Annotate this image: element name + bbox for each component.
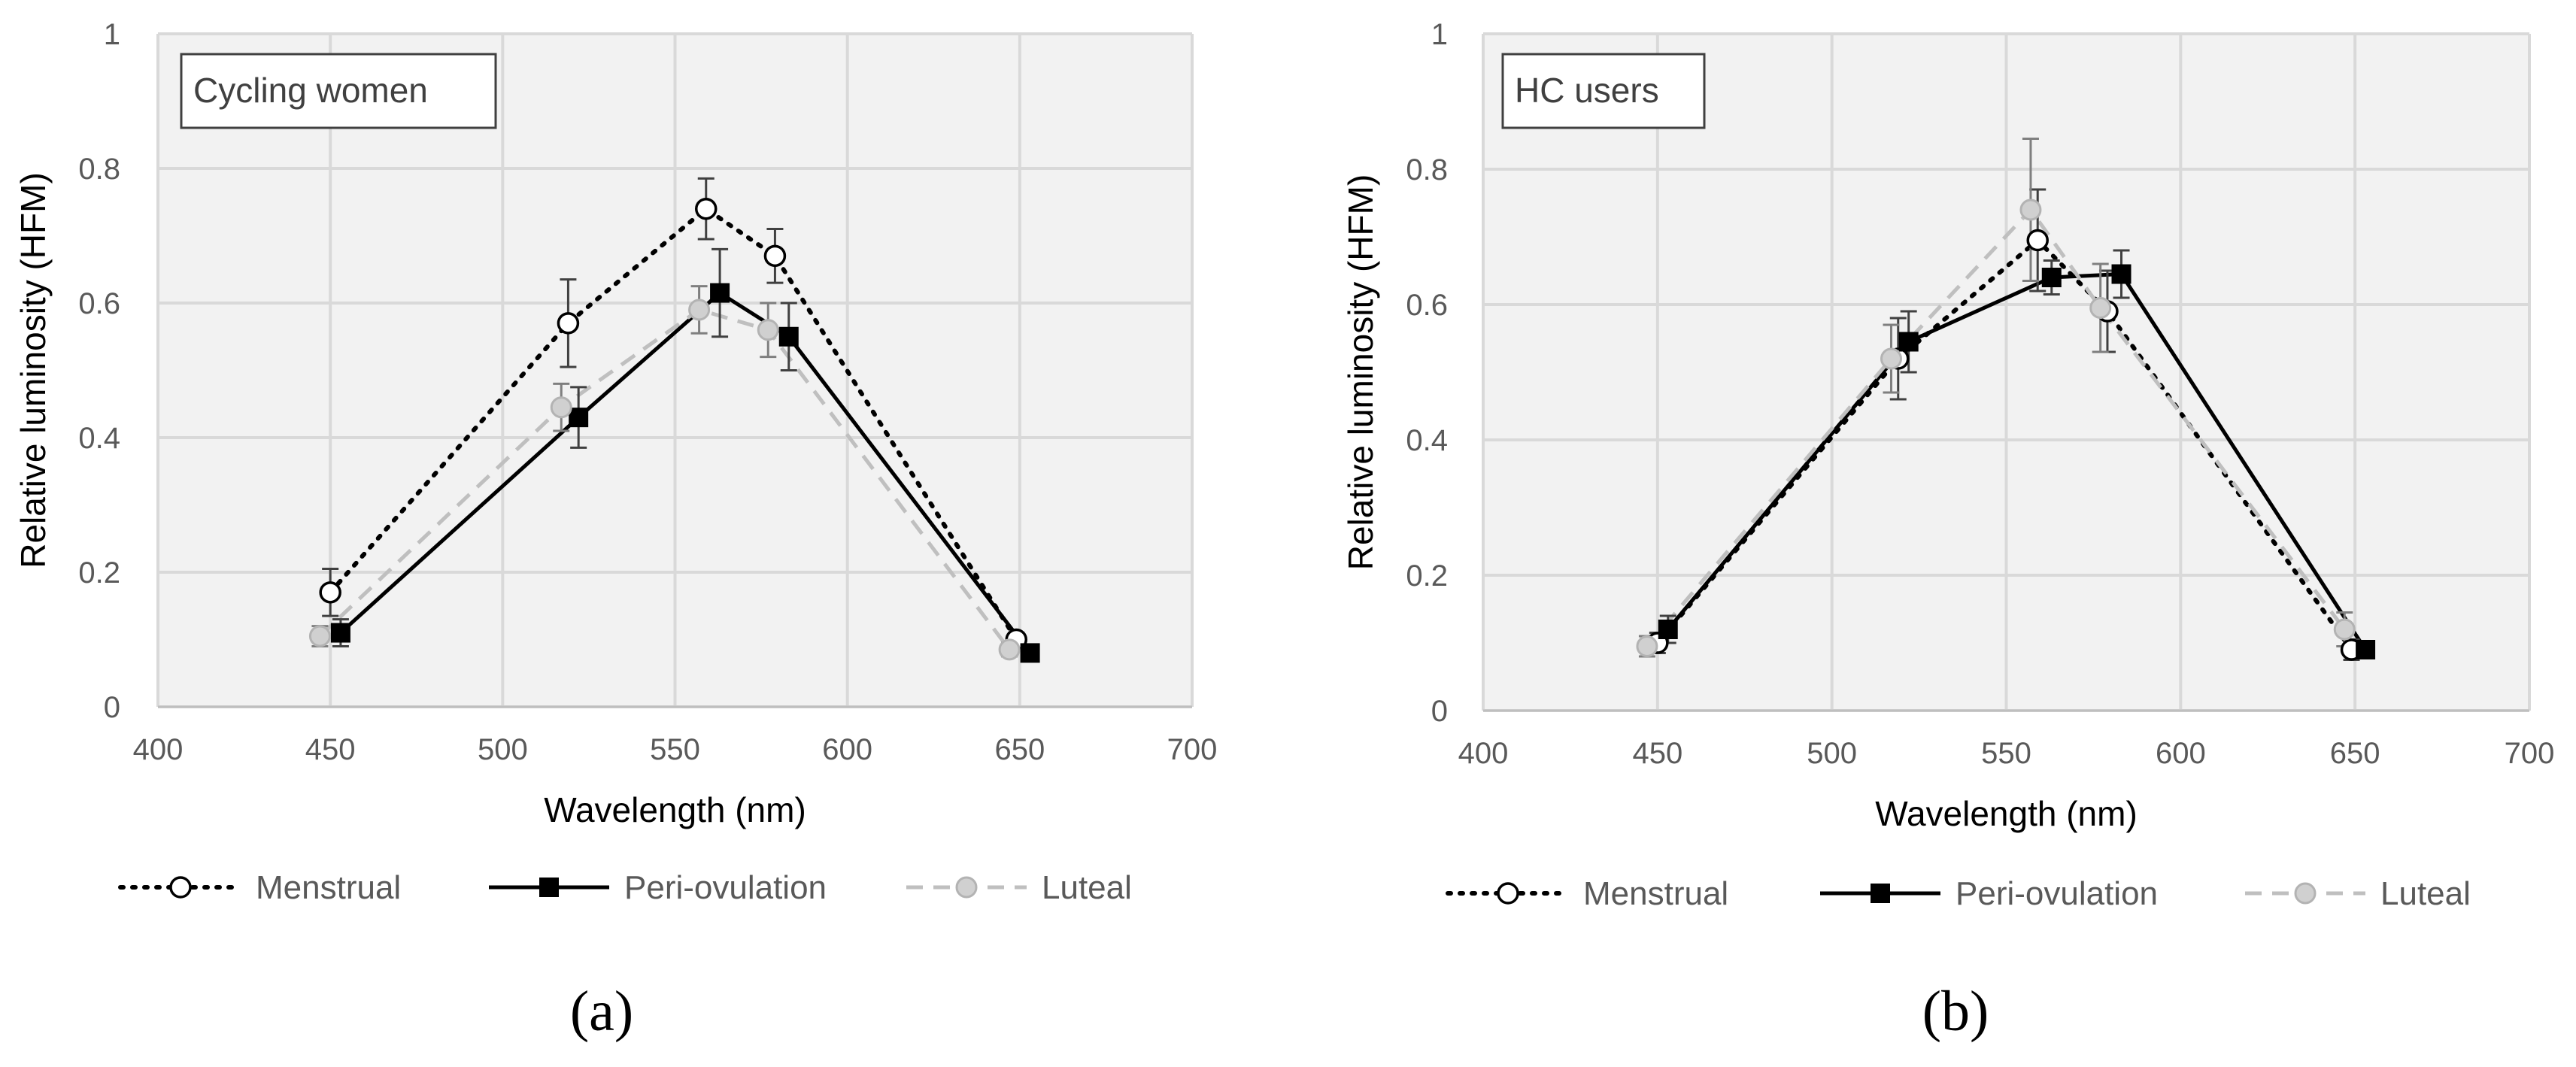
x-tick-label: 650 — [994, 733, 1045, 766]
inset-label: HC users — [1515, 71, 1659, 110]
data-point-luteal — [308, 625, 331, 647]
inset-label-box — [180, 53, 497, 129]
y-tick-label: 0 — [1431, 695, 1448, 728]
inset-label-box — [1501, 53, 1706, 129]
x-tick-label: 650 — [2330, 737, 2380, 770]
data-point-peri-ovulation — [2356, 640, 2376, 659]
x-tick-label: 700 — [2505, 737, 2555, 770]
data-point-peri-ovulation — [1898, 332, 1919, 352]
legend-swatch-marker — [169, 876, 192, 899]
y-tick-label: 0.2 — [78, 556, 120, 590]
x-tick-label: 550 — [1981, 737, 2031, 770]
x-tick-label: 500 — [1807, 737, 1857, 770]
x-tick-label: 500 — [478, 733, 528, 766]
chart-panel-a: 400 450 500 550 600 650 700 0 0.2 0.4 0.6 0.8 1 Wavel… — [14, 18, 1217, 1043]
y-tick-label: 0.2 — [1406, 559, 1448, 593]
data-point-luteal — [998, 638, 1021, 661]
x-tick-label: 550 — [650, 733, 700, 766]
data-point-peri-ovulation — [2111, 264, 2131, 284]
legend-label: Luteal — [1042, 869, 1132, 906]
legend-swatch-marker — [955, 876, 978, 899]
data-point-peri-ovulation — [569, 408, 589, 428]
legend-label: Menstrual — [256, 869, 401, 906]
data-point-peri-ovulation — [2041, 268, 2062, 287]
data-point-peri-ovulation — [1020, 643, 1040, 663]
x-tick-label: 600 — [2156, 737, 2206, 770]
data-point-luteal — [2333, 618, 2356, 641]
data-point-peri-ovulation — [710, 283, 730, 303]
panel-label: (a) — [570, 980, 633, 1043]
data-point-luteal — [1880, 347, 1902, 370]
data-point-luteal — [757, 319, 779, 341]
y-tick-label: 0.6 — [78, 287, 120, 320]
y-tick-label: 0.6 — [1406, 289, 1448, 322]
legend-swatch-marker — [1871, 884, 1890, 903]
legend-label: Luteal — [2380, 875, 2471, 912]
x-tick-label: 400 — [1458, 737, 1509, 770]
x-tick-label: 700 — [1167, 733, 1218, 766]
data-point-menstrual — [2026, 229, 2049, 252]
legend-label: Menstrual — [1583, 875, 1728, 912]
legend-swatch-marker — [539, 878, 559, 897]
x-tick-label: 400 — [133, 733, 184, 766]
y-tick-label: 0.8 — [1406, 153, 1448, 186]
panel-label: (b) — [1922, 980, 1989, 1043]
legend-label: Peri-ovulation — [624, 869, 827, 906]
x-axis-title: Wavelength (nm) — [1875, 794, 2138, 833]
data-point-menstrual — [319, 581, 341, 604]
data-point-luteal — [688, 299, 711, 321]
data-point-peri-ovulation — [330, 623, 350, 643]
data-point-peri-ovulation — [778, 326, 799, 347]
y-tick-label: 1 — [104, 18, 120, 51]
data-point-luteal — [2089, 297, 2112, 319]
data-point-luteal — [1636, 635, 1658, 657]
y-tick-label: 0 — [104, 691, 120, 724]
data-point-peri-ovulation — [1658, 620, 1678, 639]
x-tick-label: 450 — [1632, 737, 1682, 770]
y-axis-title: Relative luminosity (HFM) — [14, 172, 53, 568]
legend-swatch-marker — [2294, 882, 2317, 905]
y-tick-label: 0.4 — [78, 422, 120, 455]
data-point-menstrual — [695, 197, 718, 220]
y-tick-label: 0.4 — [1406, 424, 1448, 457]
x-tick-label: 600 — [822, 733, 872, 766]
legend-label: Peri-ovulation — [1956, 875, 2158, 912]
y-axis-title: Relative luminosity (HFM) — [1341, 174, 1380, 571]
y-tick-label: 1 — [1431, 18, 1448, 51]
data-point-menstrual — [557, 312, 580, 335]
data-point-luteal — [2019, 199, 2042, 221]
data-point-menstrual — [763, 244, 787, 268]
inset-label: Cycling women — [193, 71, 428, 110]
series-line-menstrual — [328, 205, 1019, 642]
x-axis-title: Wavelength (nm) — [544, 790, 806, 829]
y-tick-label: 0.8 — [78, 153, 120, 186]
legend-swatch-marker — [1497, 882, 1519, 905]
x-tick-label: 450 — [305, 733, 356, 766]
chart-panel-b: 400 450 500 550 600 650 700 0 0.2 0.4 0.6 0.8 1 Wavel… — [1341, 18, 2554, 1043]
data-point-luteal — [550, 396, 572, 419]
